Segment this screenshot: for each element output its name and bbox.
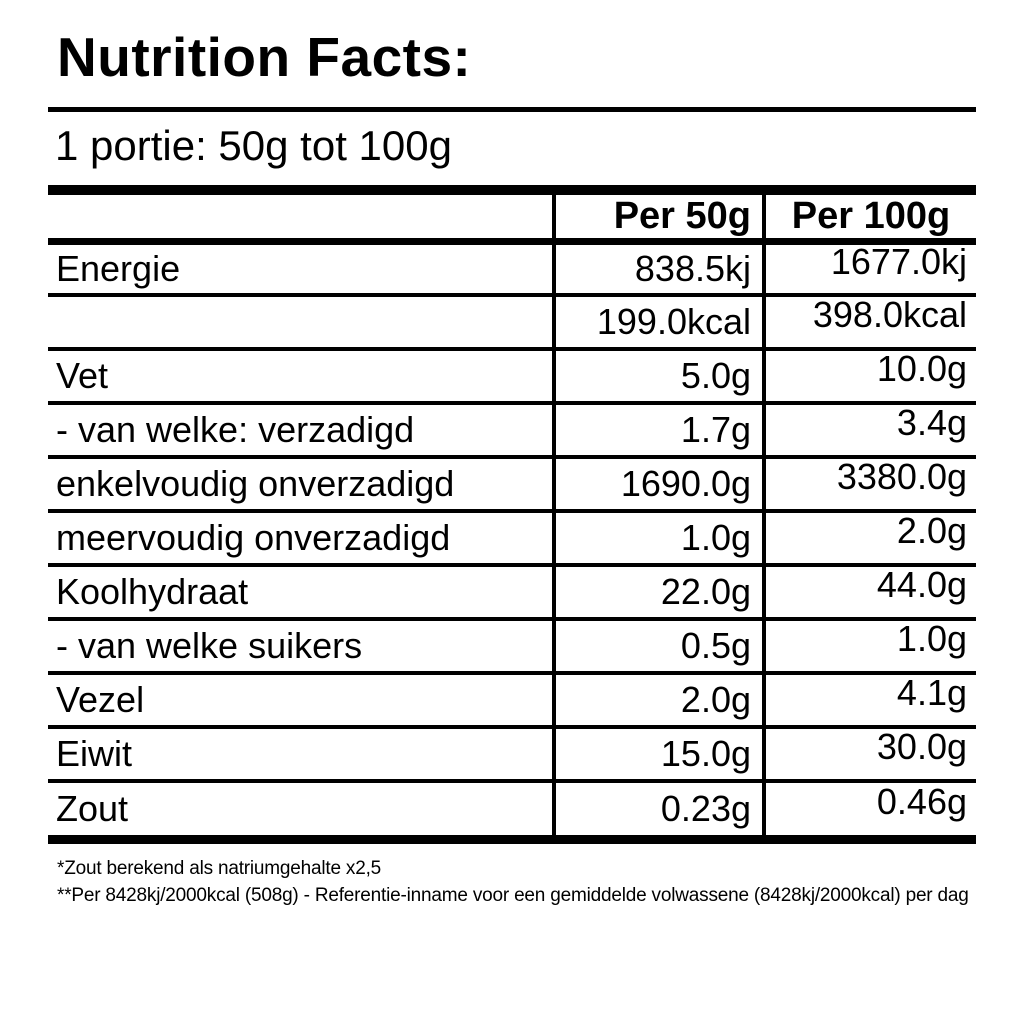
row-value-per-100g-text: 10.0g	[876, 349, 967, 390]
row-value-per-100g-text: 0.46g	[876, 781, 967, 823]
footnote-reference-intake: **Per 8428kj/2000kcal (508g) - Referenti…	[57, 885, 969, 907]
row-value-per-50g-text: 5.0g	[680, 355, 751, 397]
row-label-text: Zout	[56, 788, 129, 830]
row-label: Vet	[48, 349, 556, 404]
table-row: - van welke: verzadigd 1.7g 3.4g	[48, 403, 976, 458]
row-value-per-100g: 398.0kcal	[764, 295, 976, 349]
row-label-text: meervoudig onverzadigd	[56, 517, 451, 559]
table-row: Vezel 2.0g 4.1g	[48, 673, 976, 728]
row-value-per-50g: 22.0g	[554, 565, 766, 620]
footnote-salt-calculation: *Zout berekend als natriumgehalte x2,5	[57, 858, 382, 880]
row-value-per-50g-text: 1.7g	[680, 409, 751, 451]
table-row: Vet 5.0g 10.0g	[48, 349, 976, 404]
row-label: meervoudig onverzadigd	[48, 511, 556, 566]
row-label-text: Vezel	[56, 679, 145, 721]
page-title: Nutrition Facts:	[57, 26, 472, 88]
row-value-per-50g-text: 1690.0g	[620, 463, 751, 505]
row-label: Energie	[48, 241, 556, 296]
serving-size-line: 1 portie: 50g tot 100g	[55, 122, 452, 170]
row-label: - van welke: verzadigd	[48, 403, 556, 458]
row-value-per-100g: 44.0g	[764, 565, 976, 619]
nutrition-label: Nutrition Facts: 1 portie: 50g tot 100g …	[48, 0, 976, 910]
row-label-text: Eiwit	[56, 733, 133, 775]
row-value-per-100g: 30.0g	[764, 727, 976, 781]
row-value-per-50g: 838.5kj	[554, 241, 766, 296]
header-per-50g: Per 50g	[554, 194, 766, 242]
row-value-per-50g: 1.0g	[554, 511, 766, 566]
row-value-per-50g-text: 0.5g	[680, 625, 751, 667]
nutrition-table: Per 50g Per 100g Energie 838.5kj 1677.0kj 1…	[48, 194, 976, 836]
row-label-text: - van welke suikers	[56, 625, 363, 667]
row-value-per-50g: 2.0g	[554, 673, 766, 728]
nutrition-table-body: Energie 838.5kj 1677.0kj 199.0kcal 398.0kcal…	[48, 241, 976, 836]
footnotes: *Zout berekend als natriumgehalte x2,5 *…	[57, 856, 976, 910]
row-value-per-50g-text: 22.0g	[660, 571, 751, 613]
row-value-per-100g-text: 3.4g	[896, 403, 967, 444]
row-label: Vezel	[48, 673, 556, 728]
row-value-per-50g-text: 0.23g	[660, 788, 751, 830]
row-value-per-50g: 0.23g	[554, 781, 766, 836]
table-row: Zout 0.23g 0.46g	[48, 781, 976, 836]
row-label: Eiwit	[48, 727, 556, 782]
table-row: 199.0kcal 398.0kcal	[48, 295, 976, 350]
row-label: Koolhydraat	[48, 565, 556, 620]
table-row: Koolhydraat 22.0g 44.0g	[48, 565, 976, 620]
row-value-per-100g-text: 44.0g	[876, 565, 967, 606]
row-value-per-50g-text: 1.0g	[680, 517, 751, 559]
row-value-per-100g: 1677.0kj	[764, 241, 976, 295]
row-value-per-100g: 3.4g	[764, 403, 976, 457]
table-bottom-bar	[48, 835, 976, 845]
row-value-per-100g: 0.46g	[764, 781, 976, 835]
row-value-per-50g: 15.0g	[554, 727, 766, 782]
row-label-text: - van welke: verzadigd	[56, 409, 415, 451]
row-value-per-100g: 2.0g	[764, 511, 976, 565]
row-value-per-100g-text: 2.0g	[896, 511, 967, 552]
row-value-per-100g: 1.0g	[764, 619, 976, 673]
row-label-text: enkelvoudig onverzadigd	[56, 463, 455, 505]
table-row: enkelvoudig onverzadigd 1690.0g 3380.0g	[48, 457, 976, 512]
row-value-per-50g-text: 15.0g	[660, 733, 751, 775]
row-value-per-100g-text: 3380.0g	[836, 457, 967, 498]
table-row: Eiwit 15.0g 30.0g	[48, 727, 976, 782]
table-row: Energie 838.5kj 1677.0kj	[48, 241, 976, 296]
row-value-per-100g: 4.1g	[764, 673, 976, 727]
row-value-per-100g-text: 30.0g	[876, 727, 967, 768]
row-value-per-50g-text: 199.0kcal	[596, 301, 751, 343]
row-value-per-50g: 5.0g	[554, 349, 766, 404]
row-label: Zout	[48, 781, 556, 836]
row-value-per-100g-text: 1677.0kj	[830, 241, 967, 282]
title-divider	[48, 107, 976, 113]
row-label-text: Energie	[56, 247, 181, 289]
row-value-per-100g: 10.0g	[764, 349, 976, 403]
row-label-text: Koolhydraat	[56, 571, 249, 613]
row-value-per-100g: 3380.0g	[764, 457, 976, 511]
row-label-text: Vet	[56, 355, 109, 397]
row-value-per-50g-text: 838.5kj	[634, 247, 751, 289]
row-label	[48, 295, 556, 350]
row-value-per-100g-text: 1.0g	[896, 619, 967, 660]
row-label: - van welke suikers	[48, 619, 556, 674]
table-row: - van welke suikers 0.5g 1.0g	[48, 619, 976, 674]
row-value-per-50g: 1690.0g	[554, 457, 766, 512]
row-value-per-50g-text: 2.0g	[680, 679, 751, 721]
header-blank-cell	[48, 194, 556, 242]
row-value-per-100g-text: 4.1g	[896, 673, 967, 714]
row-value-per-50g: 0.5g	[554, 619, 766, 674]
table-header-row: Per 50g Per 100g	[48, 194, 976, 242]
row-value-per-50g: 1.7g	[554, 403, 766, 458]
row-value-per-50g: 199.0kcal	[554, 295, 766, 350]
table-row: meervoudig onverzadigd 1.0g 2.0g	[48, 511, 976, 566]
row-value-per-100g-text: 398.0kcal	[812, 295, 967, 336]
table-top-bar	[48, 184, 976, 195]
header-per-100g: Per 100g	[791, 194, 951, 237]
row-label: enkelvoudig onverzadigd	[48, 457, 556, 512]
